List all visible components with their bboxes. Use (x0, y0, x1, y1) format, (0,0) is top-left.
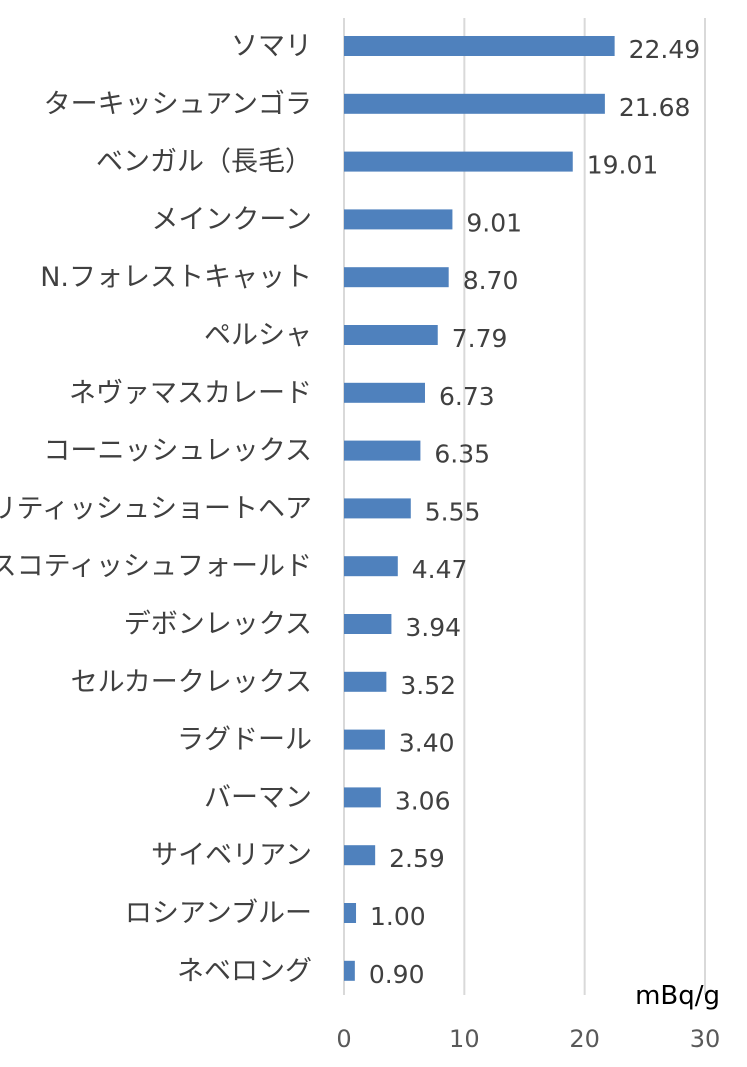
value-label: 3.40 (399, 729, 455, 758)
value-label: 1.00 (370, 902, 426, 931)
bar (344, 845, 376, 866)
bar (344, 960, 355, 981)
value-label: 8.70 (463, 266, 519, 295)
x-tick-label: 0 (336, 1025, 351, 1053)
bar (344, 903, 357, 923)
bar (344, 729, 385, 750)
value-label: 22.49 (629, 35, 701, 64)
value-label: 3.06 (395, 786, 451, 815)
category-label: ターキッシュアンゴラ (44, 89, 312, 120)
value-label: 0.90 (369, 960, 425, 989)
bar (344, 209, 453, 230)
bar (344, 325, 438, 345)
bars (344, 36, 615, 981)
value-labels: 22.49 21.68 19.01 9.01 8.70 7.79 6.73 6.35 5.55 4… (369, 35, 700, 989)
category-label: ネベロング (177, 956, 312, 987)
bar (344, 556, 398, 577)
bar (344, 36, 615, 56)
bar (344, 787, 381, 808)
value-label: 4.47 (412, 555, 468, 584)
bar (344, 440, 421, 461)
category-label: N.フォレストキャット (40, 262, 312, 293)
value-label: 2.59 (389, 844, 445, 873)
category-label: ペルシャ (204, 320, 312, 351)
x-axis-ticks: 0 10 20 30 (336, 1025, 720, 1053)
category-label: ラグドール (177, 725, 312, 756)
x-tick-label: 30 (690, 1025, 721, 1053)
x-tick-label: 10 (449, 1025, 480, 1053)
bar (344, 151, 573, 172)
category-label: バーマン (204, 782, 312, 813)
category-label: セルカークレックス (71, 667, 312, 698)
value-label: 6.35 (434, 440, 490, 469)
category-label: デボンレックス (124, 609, 312, 640)
value-label: 3.94 (405, 613, 461, 642)
bar (344, 93, 605, 114)
category-label: ネヴァマスカレード (69, 378, 312, 409)
category-label: ベンガル（長毛） (96, 147, 312, 178)
category-label: ロシアンブルー (125, 898, 312, 929)
value-label: 19.01 (587, 151, 659, 180)
category-label: スコティッシュフォールド (0, 551, 312, 582)
value-label: 9.01 (466, 208, 522, 237)
category-label: サイベリアン (151, 840, 312, 871)
bar (344, 614, 392, 634)
value-label: 7.79 (452, 324, 508, 353)
category-label: ソマリ (231, 31, 312, 62)
category-label: コーニッシュレックス (43, 436, 312, 467)
value-label: 5.55 (425, 497, 481, 526)
category-label: メインクーン (151, 204, 312, 235)
value-label: 3.52 (400, 671, 456, 700)
bar (344, 498, 411, 519)
category-label: ブリティッシュショートヘア (0, 493, 312, 524)
value-label: 6.73 (439, 382, 495, 411)
bar (344, 382, 425, 403)
bar (344, 671, 387, 692)
x-tick-label: 20 (569, 1025, 600, 1053)
value-label: 21.68 (619, 93, 691, 122)
unit-label: mBq/g (635, 981, 720, 1011)
bar (344, 267, 449, 288)
